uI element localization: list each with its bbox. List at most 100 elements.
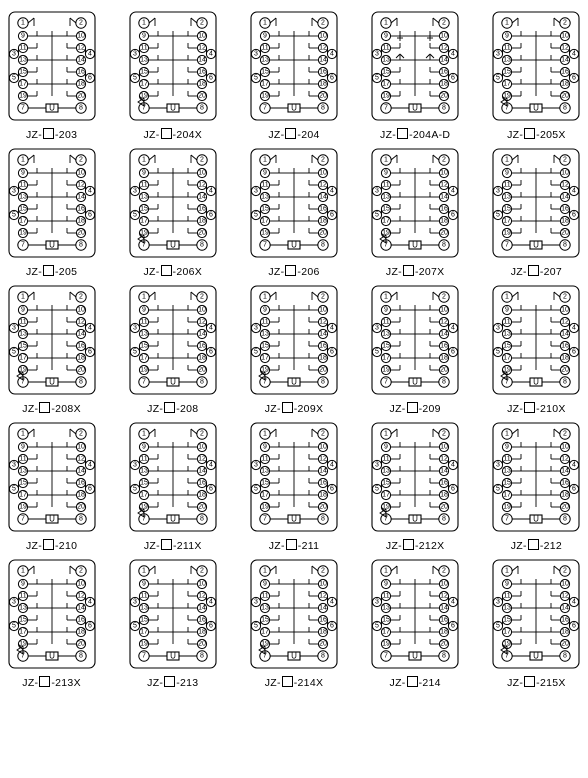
svg-text:11: 11 bbox=[504, 182, 511, 189]
svg-text:20: 20 bbox=[319, 641, 327, 648]
svg-text:6: 6 bbox=[88, 75, 92, 82]
diagram-cell: 1291011121314151617181920783546UJZ--208 bbox=[128, 284, 218, 415]
svg-text:17: 17 bbox=[382, 629, 390, 636]
svg-text:15: 15 bbox=[382, 480, 390, 487]
svg-text:3: 3 bbox=[133, 51, 137, 58]
diagram-cell: 1291011121314151617181920783546UJZ--212 bbox=[491, 421, 581, 552]
svg-text:2: 2 bbox=[442, 294, 446, 301]
svg-text:4: 4 bbox=[451, 325, 455, 332]
svg-text:16: 16 bbox=[77, 480, 85, 487]
svg-text:12: 12 bbox=[77, 456, 85, 463]
model-slot bbox=[285, 265, 296, 276]
svg-text:14: 14 bbox=[77, 194, 85, 201]
svg-text:U: U bbox=[534, 378, 540, 387]
diagram-cell: 1291011121314151617181920783546U JZ--204A… bbox=[370, 10, 460, 141]
svg-text:17: 17 bbox=[382, 492, 390, 499]
svg-text:19: 19 bbox=[140, 367, 148, 374]
svg-text:6: 6 bbox=[451, 349, 455, 356]
svg-text:17: 17 bbox=[503, 218, 511, 225]
svg-text:10: 10 bbox=[561, 33, 569, 40]
svg-text:20: 20 bbox=[319, 93, 327, 100]
svg-text:17: 17 bbox=[140, 81, 148, 88]
svg-text:17: 17 bbox=[503, 81, 511, 88]
svg-text:9: 9 bbox=[263, 33, 267, 40]
diagram-cell: 1291011121314151617181920783546UJZ--206X bbox=[128, 147, 218, 278]
svg-text:4: 4 bbox=[88, 462, 92, 469]
svg-text:1: 1 bbox=[384, 568, 388, 575]
svg-text:10: 10 bbox=[77, 581, 85, 588]
svg-text:19: 19 bbox=[382, 641, 390, 648]
svg-text:18: 18 bbox=[319, 629, 327, 636]
svg-text:13: 13 bbox=[503, 331, 511, 338]
svg-text:17: 17 bbox=[19, 218, 27, 225]
svg-text:15: 15 bbox=[261, 343, 269, 350]
svg-text:8: 8 bbox=[200, 242, 204, 249]
svg-text:20: 20 bbox=[561, 504, 569, 511]
svg-text:6: 6 bbox=[209, 349, 213, 356]
diagram-cell: 1291011121314151617181920783546UJZ--209X bbox=[249, 284, 339, 415]
svg-text:13: 13 bbox=[19, 194, 27, 201]
svg-text:15: 15 bbox=[261, 206, 269, 213]
svg-text:16: 16 bbox=[198, 69, 206, 76]
svg-text:11: 11 bbox=[261, 456, 268, 463]
svg-text:12: 12 bbox=[198, 456, 206, 463]
svg-text:3: 3 bbox=[375, 599, 379, 606]
svg-text:9: 9 bbox=[142, 444, 146, 451]
svg-text:15: 15 bbox=[19, 343, 27, 350]
svg-text:9: 9 bbox=[384, 444, 388, 451]
svg-text:14: 14 bbox=[77, 468, 85, 475]
svg-text:15: 15 bbox=[19, 69, 27, 76]
svg-text:2: 2 bbox=[321, 157, 325, 164]
svg-text:18: 18 bbox=[440, 492, 448, 499]
svg-text:14: 14 bbox=[440, 194, 448, 201]
diagram-caption: JZ--204 bbox=[268, 128, 319, 141]
svg-text:5: 5 bbox=[12, 212, 16, 219]
svg-text:16: 16 bbox=[198, 343, 206, 350]
svg-text:5: 5 bbox=[12, 349, 16, 356]
diagram-cell: 1291011121314151617181920783546UJZ--211 bbox=[249, 421, 339, 552]
svg-text:15: 15 bbox=[140, 617, 148, 624]
svg-text:17: 17 bbox=[19, 355, 27, 362]
model-slot bbox=[164, 676, 175, 687]
svg-text:9: 9 bbox=[21, 170, 25, 177]
svg-text:20: 20 bbox=[319, 230, 327, 237]
model-slot bbox=[403, 539, 414, 550]
svg-text:3: 3 bbox=[133, 188, 137, 195]
svg-text:3: 3 bbox=[133, 462, 137, 469]
svg-text:4: 4 bbox=[451, 599, 455, 606]
svg-text:12: 12 bbox=[319, 456, 327, 463]
model-slot bbox=[39, 402, 50, 413]
svg-text:10: 10 bbox=[319, 581, 327, 588]
diagram-cell: 1291011121314151617181920783546UJZ--205 bbox=[7, 147, 97, 278]
svg-text:18: 18 bbox=[198, 355, 206, 362]
svg-text:10: 10 bbox=[440, 581, 448, 588]
svg-text:1: 1 bbox=[21, 157, 25, 164]
svg-text:17: 17 bbox=[19, 629, 27, 636]
svg-text:19: 19 bbox=[261, 93, 269, 100]
svg-text:16: 16 bbox=[440, 343, 448, 350]
svg-text:16: 16 bbox=[440, 206, 448, 213]
svg-text:17: 17 bbox=[261, 629, 269, 636]
svg-text:17: 17 bbox=[140, 492, 148, 499]
diagram-caption: JZ--213 bbox=[147, 676, 198, 689]
svg-text:10: 10 bbox=[198, 307, 206, 314]
svg-text:9: 9 bbox=[505, 33, 509, 40]
svg-text:4: 4 bbox=[572, 599, 576, 606]
svg-text:18: 18 bbox=[561, 629, 569, 636]
model-slot bbox=[282, 402, 293, 413]
relay-wiring-diagram: 1291011121314151617181920783546U bbox=[7, 147, 97, 259]
svg-text:9: 9 bbox=[384, 307, 388, 314]
diagram-cell: 1291011121314151617181920783546UJZ--207X bbox=[370, 147, 460, 278]
svg-text:U: U bbox=[49, 515, 55, 524]
svg-text:5: 5 bbox=[133, 75, 137, 82]
diagram-caption: JZ--204A-D bbox=[380, 128, 450, 141]
svg-text:12: 12 bbox=[198, 319, 206, 326]
svg-text:6: 6 bbox=[88, 623, 92, 630]
model-slot bbox=[43, 265, 54, 276]
svg-text:16: 16 bbox=[319, 69, 327, 76]
svg-text:U: U bbox=[412, 241, 418, 250]
relay-wiring-diagram: 1291011121314151617181920783546U bbox=[370, 10, 460, 122]
model-slot bbox=[43, 128, 54, 139]
svg-text:8: 8 bbox=[200, 105, 204, 112]
svg-text:9: 9 bbox=[505, 307, 509, 314]
